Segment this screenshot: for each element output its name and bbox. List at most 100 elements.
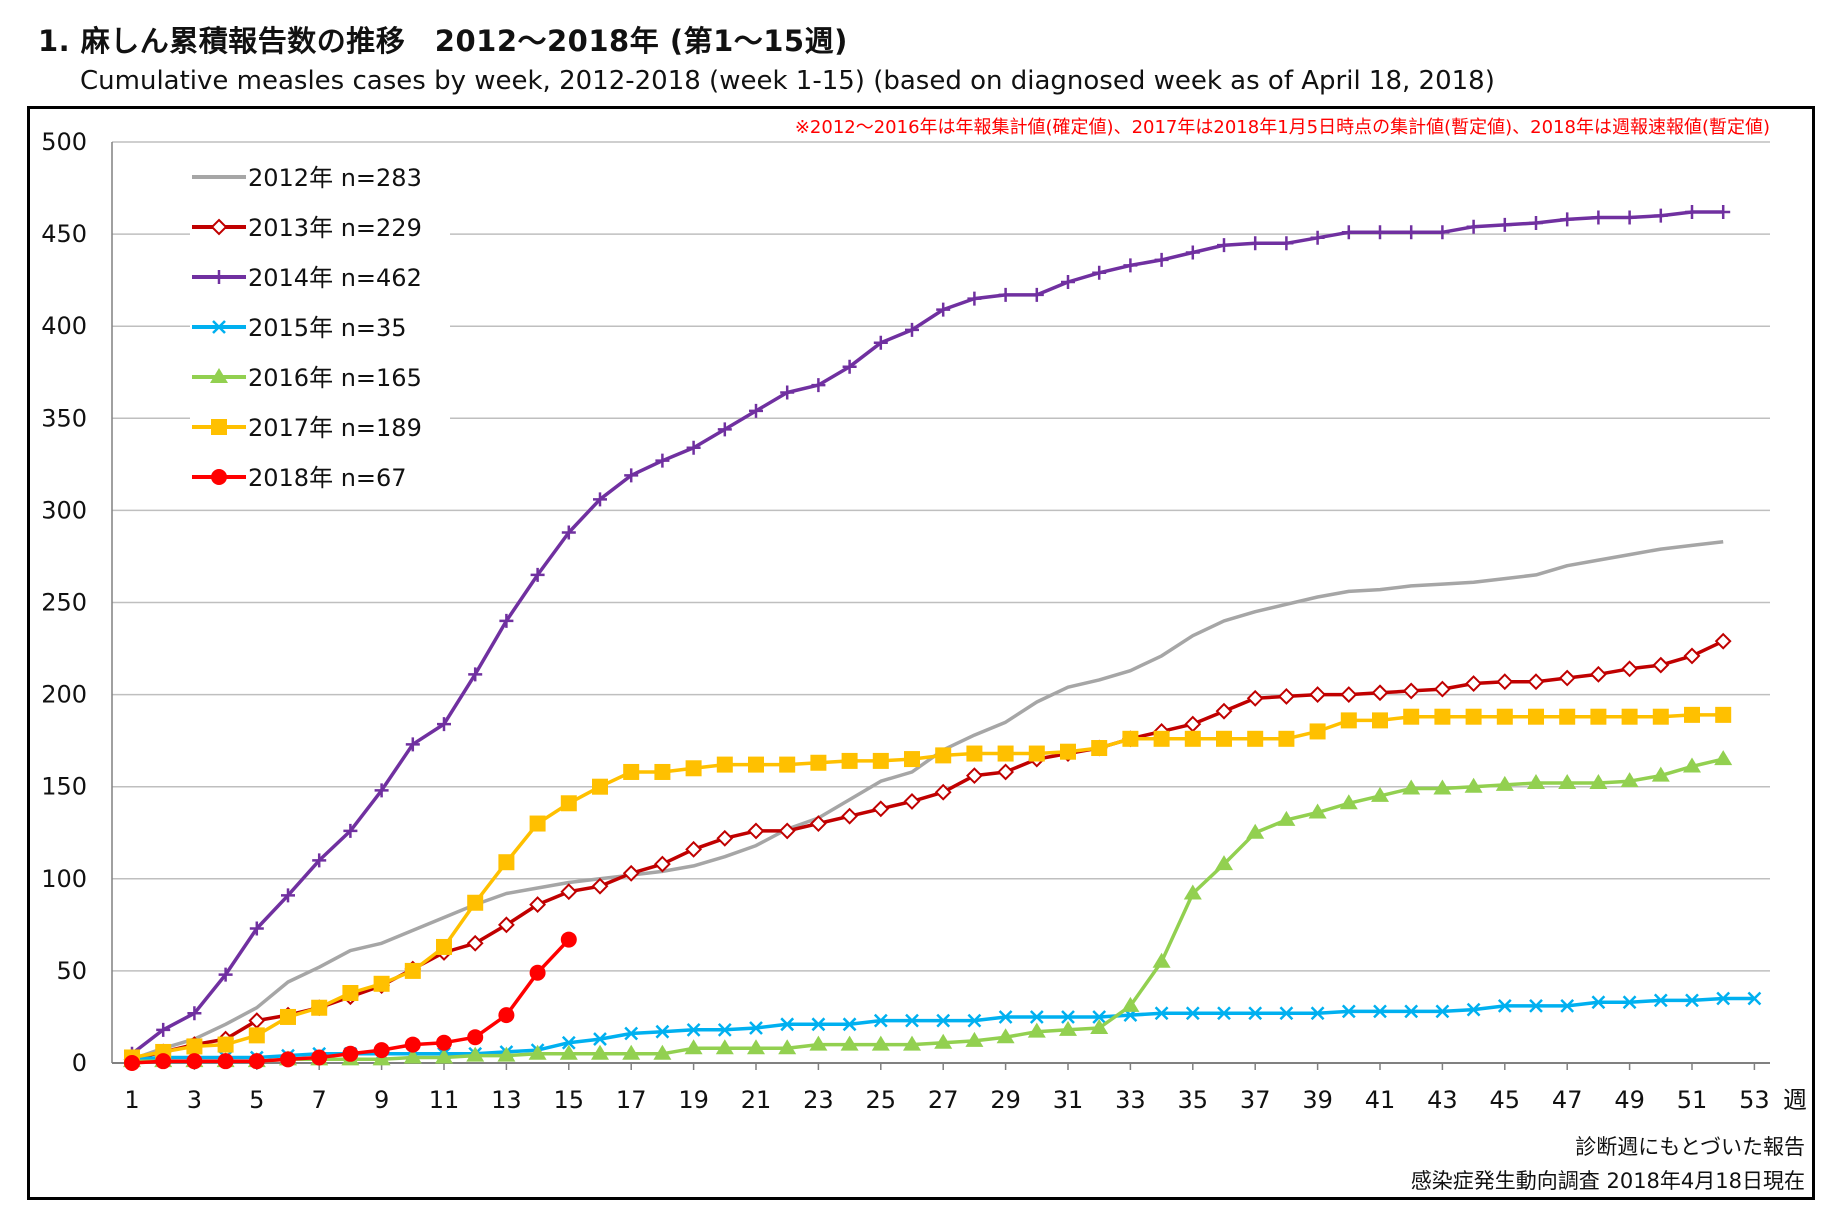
x-tick-label: 47 [1552, 1086, 1583, 1114]
data-point [653, 1044, 672, 1060]
data-point [967, 1013, 982, 1028]
data-point [1154, 1006, 1169, 1021]
data-point [1560, 212, 1575, 227]
data-point [1558, 774, 1577, 790]
data-point [749, 403, 763, 418]
data-point [967, 291, 982, 306]
data-point [1621, 708, 1638, 725]
data-point [1434, 708, 1451, 725]
data-point [1215, 702, 1233, 720]
data-point [1373, 1004, 1387, 1019]
x-axis: 1 3 5 7 9 11 13 15 17 19 21 23 25 27 29 31 33 35 37 39 41 43 4… [124, 1063, 1770, 1114]
data-point [1184, 715, 1202, 733]
data-point [748, 756, 764, 773]
series-line [131, 713, 1724, 1060]
data-point [685, 760, 702, 777]
x-tick-label: 11 [429, 1086, 460, 1114]
data-point [593, 1032, 607, 1046]
data-point [624, 1026, 639, 1041]
y-tick-label: 0 [72, 1049, 87, 1077]
data-point [780, 1017, 795, 1032]
data-point [1622, 210, 1637, 225]
data-point [1121, 996, 1140, 1012]
data-point [1340, 686, 1358, 704]
data-point [436, 1034, 452, 1051]
data-point [497, 916, 515, 934]
data-point [311, 999, 328, 1016]
data-point [1153, 730, 1170, 747]
data-point [936, 1013, 951, 1028]
series-lines [123, 204, 1762, 1071]
data-point [1464, 777, 1483, 793]
data-point [654, 763, 671, 780]
data-point [1092, 265, 1107, 280]
data-point [1560, 999, 1575, 1013]
data-point [1216, 730, 1232, 747]
data-point [623, 763, 640, 780]
data-point [560, 883, 578, 901]
data-point [903, 1035, 921, 1051]
data-point [935, 747, 952, 764]
data-point [998, 287, 1013, 302]
data-point [210, 368, 228, 383]
data-point [405, 737, 420, 752]
data-point [528, 1044, 547, 1060]
y-tick-label: 250 [41, 589, 87, 617]
data-point [1404, 225, 1419, 240]
data-point [1714, 750, 1733, 766]
x-tick-label: 13 [491, 1086, 522, 1114]
x-axis-label: 週 [1783, 1086, 1807, 1114]
data-point [1248, 1006, 1263, 1021]
data-point [1716, 991, 1731, 1006]
data-point [1590, 708, 1607, 725]
data-point [498, 854, 515, 871]
data-point [934, 1033, 953, 1049]
data-point [1465, 708, 1482, 725]
x-tick-label: 49 [1614, 1086, 1645, 1114]
data-point [1652, 656, 1670, 674]
data-point [1715, 706, 1732, 723]
data-point [809, 815, 827, 832]
data-point [1217, 1006, 1231, 1021]
legend-label: 2016年 n=165 [248, 364, 422, 392]
y-tick-label: 50 [56, 957, 87, 985]
data-point [997, 763, 1015, 781]
data-point [210, 218, 228, 236]
data-point [1248, 236, 1263, 251]
data-point [1308, 803, 1327, 819]
data-point [1496, 708, 1513, 725]
data-point [155, 1053, 172, 1070]
data-point [1279, 236, 1294, 251]
x-tick-label: 33 [1115, 1086, 1146, 1114]
data-point [778, 1039, 797, 1055]
data-point [1620, 772, 1639, 788]
y-tick-label: 200 [41, 681, 87, 709]
data-point [311, 1049, 328, 1066]
x-tick-label: 19 [678, 1086, 709, 1114]
data-point [1310, 1006, 1325, 1021]
data-point [1091, 740, 1108, 757]
data-point [530, 567, 545, 582]
data-point [1685, 204, 1699, 219]
data-point [653, 855, 671, 873]
data-point [1277, 688, 1295, 705]
data-point [1152, 952, 1171, 968]
data-point [1402, 779, 1421, 795]
data-point [343, 823, 358, 838]
data-point [467, 1029, 484, 1046]
data-point [715, 1039, 734, 1055]
data-point [1653, 208, 1668, 223]
data-point [1310, 230, 1325, 245]
data-point [1341, 225, 1356, 240]
data-point [936, 302, 951, 317]
x-tick-label: 25 [866, 1086, 897, 1114]
x-tick-label: 39 [1302, 1086, 1333, 1114]
page-title: 1. 麻しん累積報告数の推移 2012～2018年 (第1～15週) [38, 24, 848, 58]
x-tick-label: 51 [1677, 1086, 1708, 1114]
data-point [373, 1042, 390, 1059]
data-point [1404, 1004, 1419, 1019]
data-point [747, 1039, 765, 1055]
data-point [1651, 766, 1670, 782]
data-point [779, 756, 796, 773]
data-point [1465, 675, 1483, 692]
